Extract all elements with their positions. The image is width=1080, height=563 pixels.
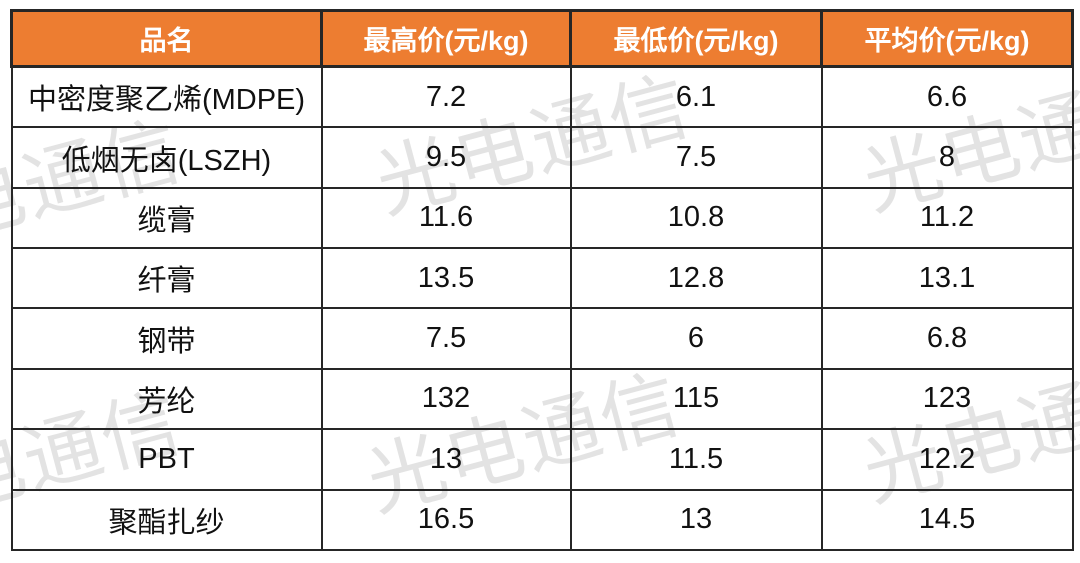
price-cell: 7.5: [320, 307, 572, 370]
table-row: PBT 13 11.5 12.2: [10, 428, 1074, 491]
price-cell: 14.5: [820, 488, 1074, 552]
price-cell: 7.5: [569, 126, 823, 189]
price-cell: 8: [820, 126, 1074, 189]
col-header-product-name: 品名: [10, 9, 323, 68]
product-name-cell: 钢带: [10, 307, 323, 370]
col-header-average-price: 平均价(元/kg): [820, 9, 1074, 68]
price-cell: 10.8: [569, 186, 823, 250]
price-cell: 132: [320, 367, 572, 431]
price-cell: 6.8: [820, 307, 1074, 370]
price-cell: 13.1: [820, 247, 1074, 310]
table-row: 低烟无卤(LSZH) 9.5 7.5 8: [10, 126, 1074, 189]
table-row: 聚酯扎纱 16.5 13 14.5: [10, 488, 1074, 552]
price-table: 品名 最高价(元/kg) 最低价(元/kg) 平均价(元/kg) 中密度聚乙烯(…: [10, 9, 1074, 552]
table-row: 缆膏 11.6 10.8 11.2: [10, 186, 1074, 250]
price-cell: 12.8: [569, 247, 823, 310]
product-name-cell: PBT: [10, 428, 323, 491]
product-name-cell: 中密度聚乙烯(MDPE): [10, 65, 323, 129]
product-name-cell: 纤膏: [10, 247, 323, 310]
product-name-cell: 低烟无卤(LSZH): [10, 126, 323, 189]
header-row: 品名 最高价(元/kg) 最低价(元/kg) 平均价(元/kg): [10, 9, 1074, 68]
price-cell: 123: [820, 367, 1074, 431]
price-cell: 11.5: [569, 428, 823, 491]
table-row: 纤膏 13.5 12.8 13.1: [10, 247, 1074, 310]
price-cell: 6: [569, 307, 823, 370]
price-cell: 13: [569, 488, 823, 552]
price-cell: 6.6: [820, 65, 1074, 129]
product-name-cell: 芳纶: [10, 367, 323, 431]
table-body: 中密度聚乙烯(MDPE) 7.2 6.1 6.6 低烟无卤(LSZH) 9.5 7.5 8 缆膏…: [10, 65, 1074, 552]
price-cell: 9.5: [320, 126, 572, 189]
price-cell: 6.1: [569, 65, 823, 129]
price-cell: 11.6: [320, 186, 572, 250]
price-cell: 11.2: [820, 186, 1074, 250]
price-cell: 13.5: [320, 247, 572, 310]
price-cell: 16.5: [320, 488, 572, 552]
table-row: 芳纶 132 115 123: [10, 367, 1074, 431]
price-cell: 115: [569, 367, 823, 431]
product-name-cell: 缆膏: [10, 186, 323, 250]
col-header-lowest-price: 最低价(元/kg): [569, 9, 823, 68]
col-header-highest-price: 最高价(元/kg): [320, 9, 572, 68]
table-row: 中密度聚乙烯(MDPE) 7.2 6.1 6.6: [10, 65, 1074, 129]
table-row: 钢带 7.5 6 6.8: [10, 307, 1074, 370]
product-name-cell: 聚酯扎纱: [10, 488, 323, 552]
price-cell: 13: [320, 428, 572, 491]
price-cell: 7.2: [320, 65, 572, 129]
price-cell: 12.2: [820, 428, 1074, 491]
